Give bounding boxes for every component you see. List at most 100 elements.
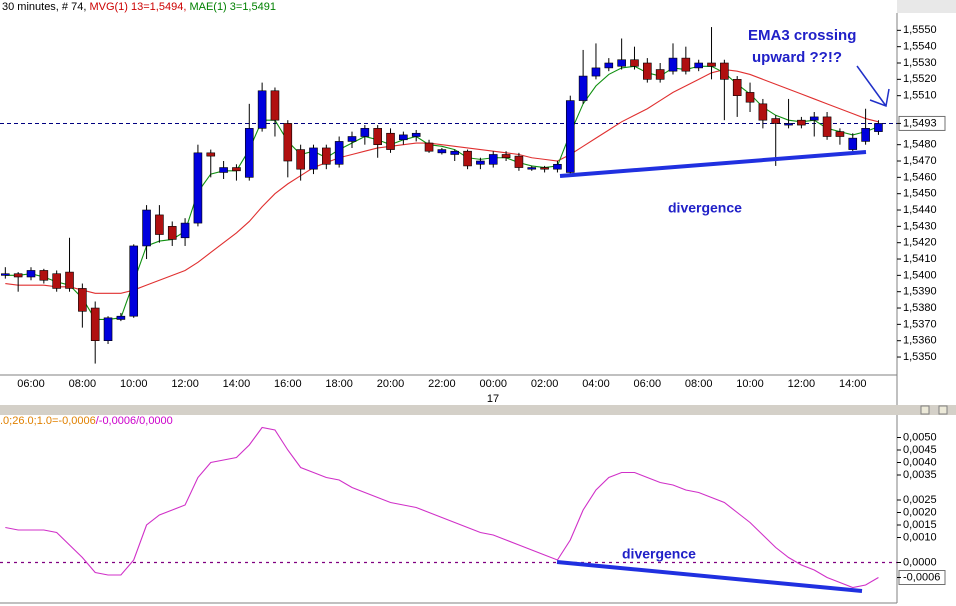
candle-body xyxy=(476,160,485,165)
y-tick-label: 1,5430 xyxy=(903,220,937,232)
title-part: /-0,0006/0,0000 xyxy=(96,415,173,427)
candle-body xyxy=(103,317,113,341)
candle-body xyxy=(26,270,36,278)
y-tick-label: 1,5380 xyxy=(903,302,937,314)
candle-body xyxy=(835,131,845,137)
pane-separator xyxy=(0,405,956,415)
pane-button[interactable] xyxy=(938,405,948,415)
candle-body xyxy=(424,142,434,152)
candle-body xyxy=(861,128,870,142)
candle-body xyxy=(578,75,588,101)
y-tick-label: 1,5390 xyxy=(903,286,937,298)
candle-body xyxy=(257,90,267,129)
arrow-head xyxy=(869,88,890,108)
value-label: 1,5493 xyxy=(903,117,937,129)
candle-body xyxy=(219,167,228,173)
candle-body xyxy=(874,123,883,132)
candle-body xyxy=(52,273,61,289)
y-tick-label: 1,5440 xyxy=(903,204,937,216)
y-tick-label: 1,5460 xyxy=(903,171,937,183)
candle-body xyxy=(514,155,524,168)
y-tick-label: 0,0045 xyxy=(903,444,937,456)
y-tick-label: 1,5370 xyxy=(903,318,937,330)
date-label: 17 xyxy=(487,393,499,405)
candle-body xyxy=(155,214,164,235)
y-tick-label: 0,0035 xyxy=(903,469,937,481)
x-tick-label: 14:00 xyxy=(839,378,867,390)
candle-body xyxy=(501,154,511,159)
candle-body xyxy=(450,150,460,155)
x-tick-label: 22:00 xyxy=(428,378,456,390)
y-tick-label: 0,0010 xyxy=(903,531,937,543)
x-tick-label: 10:00 xyxy=(120,378,148,390)
value-label: -0,0006 xyxy=(903,571,940,583)
candle-body xyxy=(784,123,793,126)
candle-body xyxy=(527,167,537,170)
y-tick-label: 1,5510 xyxy=(903,90,937,102)
title-part: MVG(1) 13=1,5494, xyxy=(89,1,186,13)
y-tick-label: 1,5480 xyxy=(903,139,937,151)
x-tick-label: 12:00 xyxy=(171,378,199,390)
candle-body xyxy=(771,118,781,124)
candle-body xyxy=(655,69,665,80)
candle-body xyxy=(283,123,293,162)
y-tick-label: 1,5400 xyxy=(903,269,937,281)
candle-body xyxy=(193,152,203,224)
x-tick-label: 12:00 xyxy=(788,378,816,390)
candle-body xyxy=(668,57,678,72)
candle-body xyxy=(488,154,498,165)
candle-body xyxy=(604,62,614,69)
candle-body xyxy=(617,59,626,67)
candle-body xyxy=(78,288,87,312)
annotation: EMA3 crossing xyxy=(748,27,856,44)
candle-body xyxy=(437,149,447,154)
title-part: MAE(1) 3=1,5491 xyxy=(189,1,276,13)
y-tick-label: 1,5520 xyxy=(903,73,937,85)
pane-button[interactable] xyxy=(920,405,930,415)
x-tick-label: 18:00 xyxy=(325,378,353,390)
candle-body xyxy=(411,132,421,137)
y-tick-label: 0,0050 xyxy=(903,431,937,443)
candle-body xyxy=(822,116,832,137)
candle-body xyxy=(565,100,575,173)
annotation: divergence xyxy=(622,546,696,562)
candle-body xyxy=(591,67,601,77)
candle-body xyxy=(732,79,742,96)
candle-body xyxy=(65,271,74,289)
y-tick-label: 1,5450 xyxy=(903,188,937,200)
x-tick-label: 00:00 xyxy=(479,378,507,390)
x-tick-label: 10:00 xyxy=(736,378,764,390)
y-tick-label: 0,0020 xyxy=(903,506,937,518)
candle-body xyxy=(373,128,382,145)
candle-body xyxy=(386,132,395,150)
chart-title: 30 minutes, # 74, MVG(1) 13=1,5494, MAE(… xyxy=(2,1,276,13)
candle-body xyxy=(707,62,716,67)
candle-body xyxy=(745,92,755,103)
candle-body xyxy=(334,141,344,165)
x-tick-label: 08:00 xyxy=(69,378,97,390)
annotation: divergence xyxy=(668,200,742,216)
annotation: upward ??!? xyxy=(752,49,842,66)
x-tick-label: 02:00 xyxy=(531,378,559,390)
candle-body xyxy=(180,222,190,239)
x-tick-label: 20:00 xyxy=(377,378,405,390)
candle-body xyxy=(13,273,23,278)
y-tick-label: 0,0025 xyxy=(903,494,937,506)
x-tick-label: 08:00 xyxy=(685,378,713,390)
y-tick-label: 0,0015 xyxy=(903,519,937,531)
moving-average xyxy=(5,68,879,294)
y-tick-label: 1,5530 xyxy=(903,57,937,69)
candle-body xyxy=(694,62,703,69)
candle-body xyxy=(360,128,370,137)
candle-body xyxy=(347,136,357,142)
x-tick-label: 06:00 xyxy=(634,378,662,390)
candle-body xyxy=(1,273,10,276)
x-tick-label: 16:00 xyxy=(274,378,302,390)
y-tick-label: 1,5550 xyxy=(903,24,937,36)
indicator-title: .0;26.0;1.0=-0,0006/-0,0006/0,0000 xyxy=(0,415,173,427)
y-tick-label: 1,5540 xyxy=(903,41,937,53)
candle-body xyxy=(399,134,408,141)
